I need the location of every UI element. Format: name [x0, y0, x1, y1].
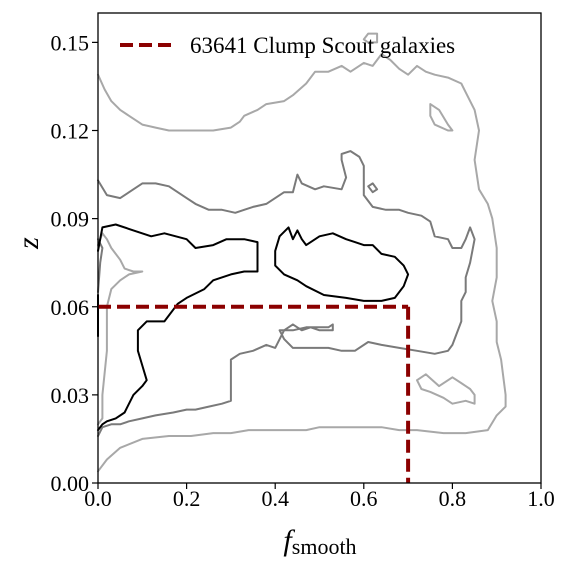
contour-outer-3 — [429, 103, 454, 132]
x-axis-ticks: 0.0 0.2 0.4 0.6 0.8 1.0 — [84, 483, 555, 511]
x-tick-label: 0.4 — [261, 486, 289, 511]
contour-outer-0 — [97, 53, 507, 473]
contour-middle-0 — [97, 150, 476, 437]
contour-outer-4 — [362, 32, 379, 44]
x-tick-label: 0.8 — [439, 486, 467, 511]
y-tick-label: 0.09 — [51, 207, 90, 232]
x-axis-label-subscript: smooth — [292, 534, 357, 559]
x-tick-label: 0.0 — [84, 486, 112, 511]
x-tick-label: 1.0 — [527, 486, 555, 511]
y-tick-label: 0.03 — [51, 383, 90, 408]
y-tick-label: 0.06 — [51, 295, 90, 320]
contour-outer-2 — [416, 373, 476, 405]
y-tick-label: 0.15 — [51, 30, 90, 55]
y-axis-ticks: 0.00 0.03 0.06 0.09 0.12 0.15 — [51, 30, 98, 496]
legend-label: 63641 Clump Scout galaxies — [190, 33, 455, 58]
plot-frame — [97, 12, 542, 484]
contour-middle-2 — [367, 182, 379, 194]
contour-inner-2 — [274, 226, 410, 302]
legend: 63641 Clump Scout galaxies — [120, 33, 455, 58]
y-tick-label: 0.00 — [51, 471, 90, 496]
x-tick-label: 0.6 — [350, 486, 378, 511]
x-tick-label: 0.2 — [173, 486, 201, 511]
selection-cut-lines — [98, 304, 411, 483]
y-axis-label: z — [12, 237, 45, 250]
y-tick-label: 0.12 — [51, 119, 90, 144]
contour-inner-0 — [97, 223, 259, 432]
contour-outer-1 — [97, 232, 144, 426]
